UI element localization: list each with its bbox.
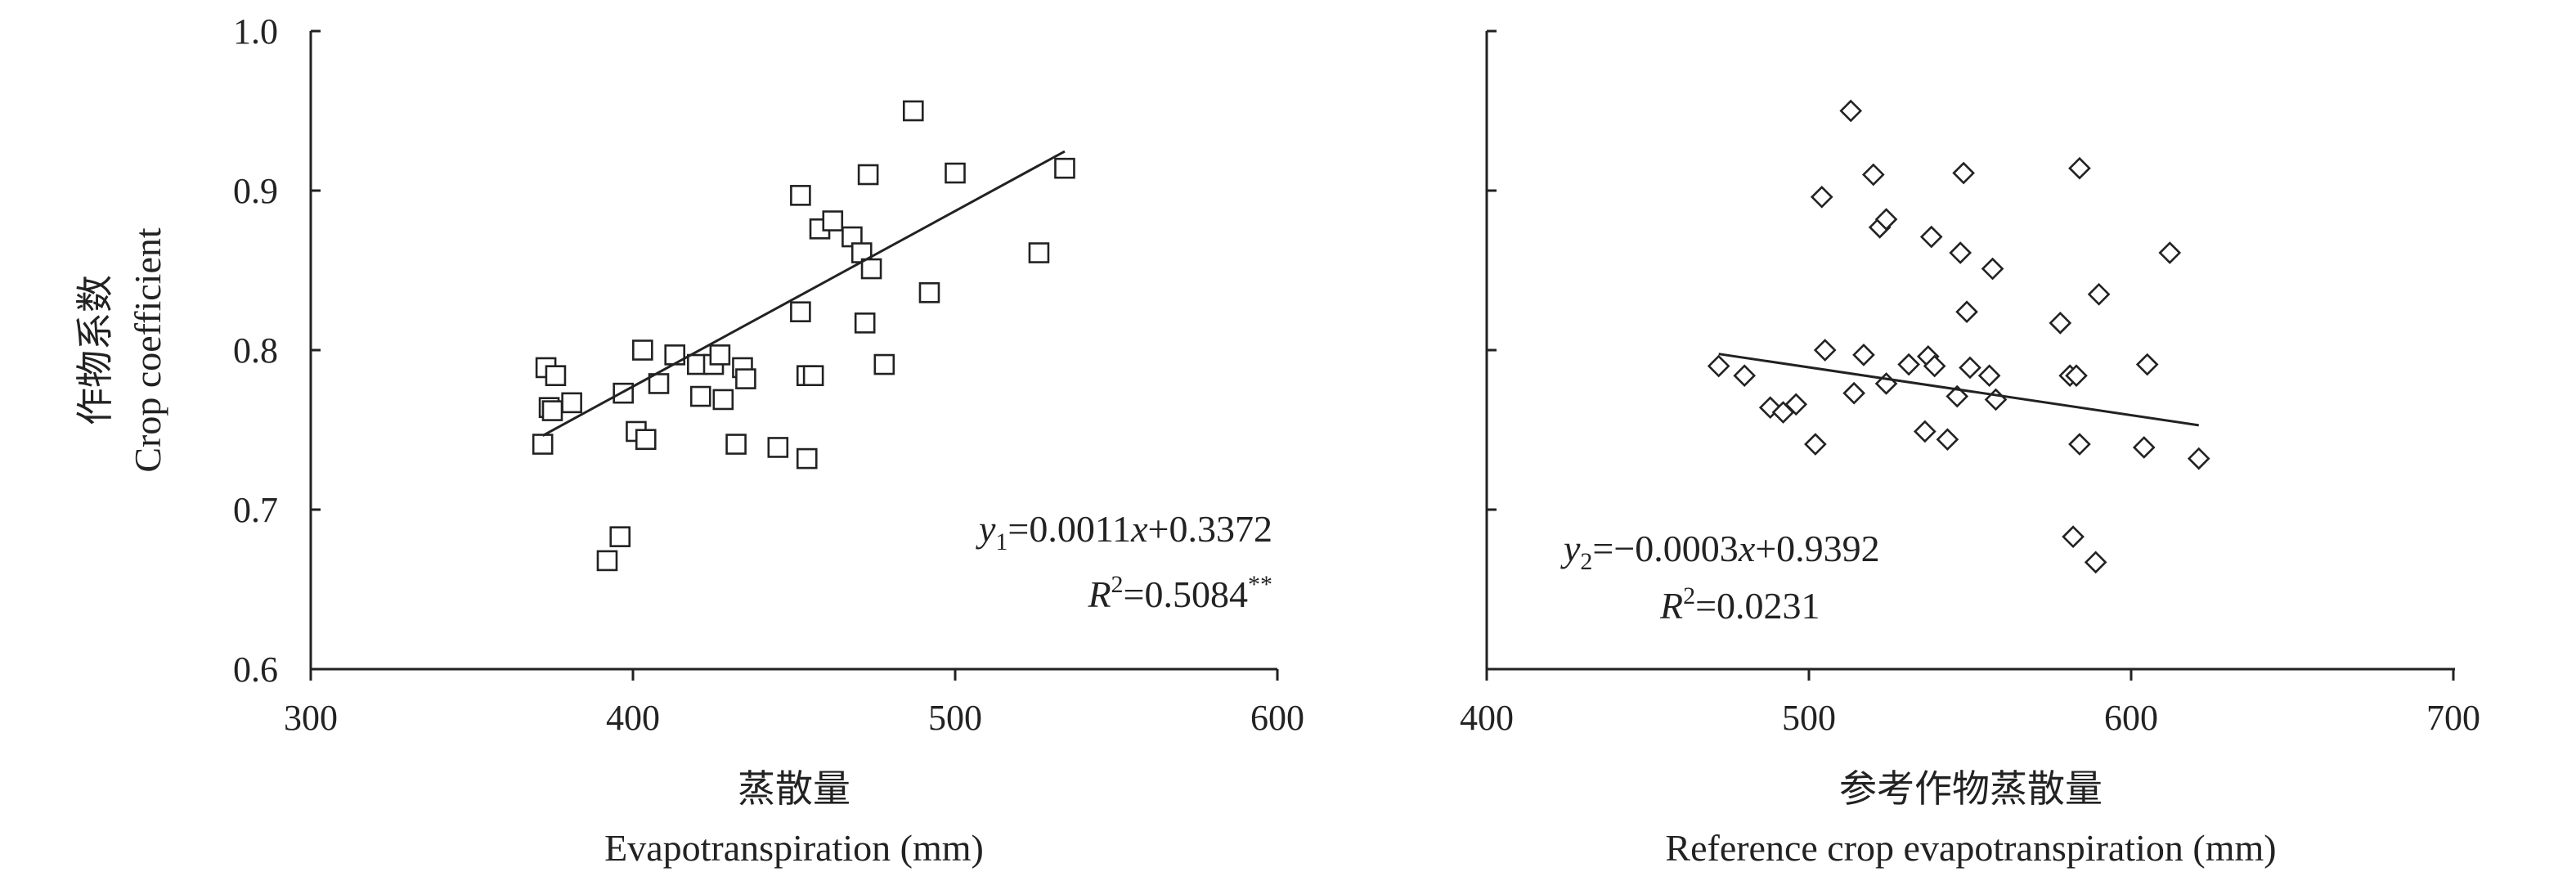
left-x-axis-title: Evapotranspiration (mm) <box>604 827 984 869</box>
right-data-point <box>2049 312 2072 335</box>
left-data-point <box>902 100 924 122</box>
right-data-point <box>1914 420 1936 443</box>
left-data-point <box>790 185 811 206</box>
right-data-point <box>1945 384 1969 408</box>
left-data-point <box>802 365 824 387</box>
left-y-axis-title: Crop coefficient <box>127 227 168 473</box>
left-x-tick-label: 600 <box>1250 698 1304 738</box>
left-ticks <box>309 29 1279 681</box>
right-data-point <box>2084 551 2107 574</box>
right-data-point <box>1707 354 1730 378</box>
left-x-tick-label: 300 <box>284 698 338 738</box>
right-data-point <box>1949 241 1972 264</box>
left-data-point <box>873 353 895 375</box>
right-data-point <box>1733 364 1757 388</box>
right-data-point <box>2187 447 2210 470</box>
left-data-point <box>945 162 966 184</box>
right-regression-equation: y2=−0.0003x+0.9392 <box>1560 528 1880 575</box>
right-data-point <box>2062 525 2085 548</box>
right-data-point <box>2135 353 2159 376</box>
left-data-point <box>532 434 554 455</box>
right-r-squared: R2=0.0231 <box>1659 582 1820 627</box>
right-data-point <box>1810 185 1833 209</box>
right-data-point <box>1897 353 1920 376</box>
right-data-point <box>1981 257 2004 281</box>
right-chart: 400 500 600 700 参考作物蒸散量 Reference crop e… <box>1460 29 2480 869</box>
left-data-point <box>767 437 789 458</box>
right-data-point <box>1977 364 2001 388</box>
left-data-point <box>613 382 634 404</box>
right-data-point <box>1936 428 1959 452</box>
right-x-tick-label: 600 <box>2104 698 2158 738</box>
left-data-point <box>709 344 731 366</box>
left-data-point <box>635 429 657 451</box>
left-data-point <box>712 389 734 411</box>
right-data-point <box>1919 225 1943 249</box>
right-data-point <box>1923 354 1946 378</box>
left-data-point <box>689 385 711 407</box>
right-data-point <box>2158 241 2182 264</box>
right-data-point <box>1784 393 1808 416</box>
right-data-point <box>1839 99 1863 123</box>
left-data-point <box>1054 157 1075 179</box>
left-y-tick-label: 0.6 <box>233 650 278 690</box>
right-data-point <box>1861 163 1885 187</box>
left-y-tick-label: 0.8 <box>233 330 278 371</box>
left-y-tick-label: 0.7 <box>233 490 278 530</box>
right-data-point <box>1813 339 1837 362</box>
left-points <box>532 100 1075 572</box>
right-ticks <box>1485 29 2455 681</box>
right-data-point <box>1984 388 2008 411</box>
left-data-point <box>854 312 876 334</box>
left-data-point <box>735 368 756 389</box>
left-data-point <box>822 210 844 231</box>
left-data-point <box>796 447 818 470</box>
right-data-point <box>1804 433 1827 456</box>
left-x-tick-label: 500 <box>928 698 982 738</box>
right-data-point <box>2065 364 2088 388</box>
right-x-axis-title: Reference crop evapotranspiration (mm) <box>1665 827 2276 869</box>
right-data-point <box>1874 208 1898 231</box>
left-data-point <box>790 301 811 323</box>
left-data-point <box>860 258 882 280</box>
right-x-tick-label: 700 <box>2426 698 2480 738</box>
left-chart: 1.0 0.9 0.8 0.7 0.6 300 400 500 600 作物系数… <box>74 11 1304 869</box>
left-y-tick-label: 0.9 <box>233 171 278 211</box>
right-x-tick-label: 400 <box>1460 698 1514 738</box>
left-y-tick-label: 1.0 <box>233 11 278 52</box>
left-data-point <box>725 434 747 455</box>
left-r-squared: R2=0.5084** <box>1087 571 1272 615</box>
left-data-point <box>596 550 618 572</box>
right-data-point <box>1852 344 1875 366</box>
right-x-tick-label: 500 <box>1782 698 1836 738</box>
right-data-point <box>2068 156 2091 180</box>
right-points <box>1707 99 2210 574</box>
right-data-point <box>2068 433 2091 456</box>
right-data-point <box>1952 161 1975 185</box>
right-x-axis-title-cn: 参考作物蒸散量 <box>1839 768 2103 810</box>
left-data-point <box>541 400 563 421</box>
right-data-point <box>1955 300 1978 324</box>
right-data-point <box>1842 381 1865 405</box>
left-data-point <box>918 281 940 303</box>
left-data-point <box>545 365 567 387</box>
left-x-tick-label: 400 <box>606 698 660 738</box>
right-data-point <box>2132 436 2156 459</box>
left-data-point <box>609 526 631 547</box>
right-data-point <box>2087 282 2111 306</box>
left-data-point <box>561 392 582 414</box>
left-data-point <box>1028 242 1050 263</box>
left-data-point <box>857 164 879 186</box>
left-regression-equation: y1=0.0011x+0.3372 <box>976 508 1272 555</box>
left-y-axis-title-cn: 作物系数 <box>74 275 116 425</box>
right-trendline <box>1718 353 2199 427</box>
right-data-point <box>1959 356 1981 380</box>
left-data-point <box>632 339 653 361</box>
left-x-axis-title-cn: 蒸散量 <box>738 768 850 810</box>
left-data-point <box>648 373 670 394</box>
left-trendline <box>541 150 1066 437</box>
